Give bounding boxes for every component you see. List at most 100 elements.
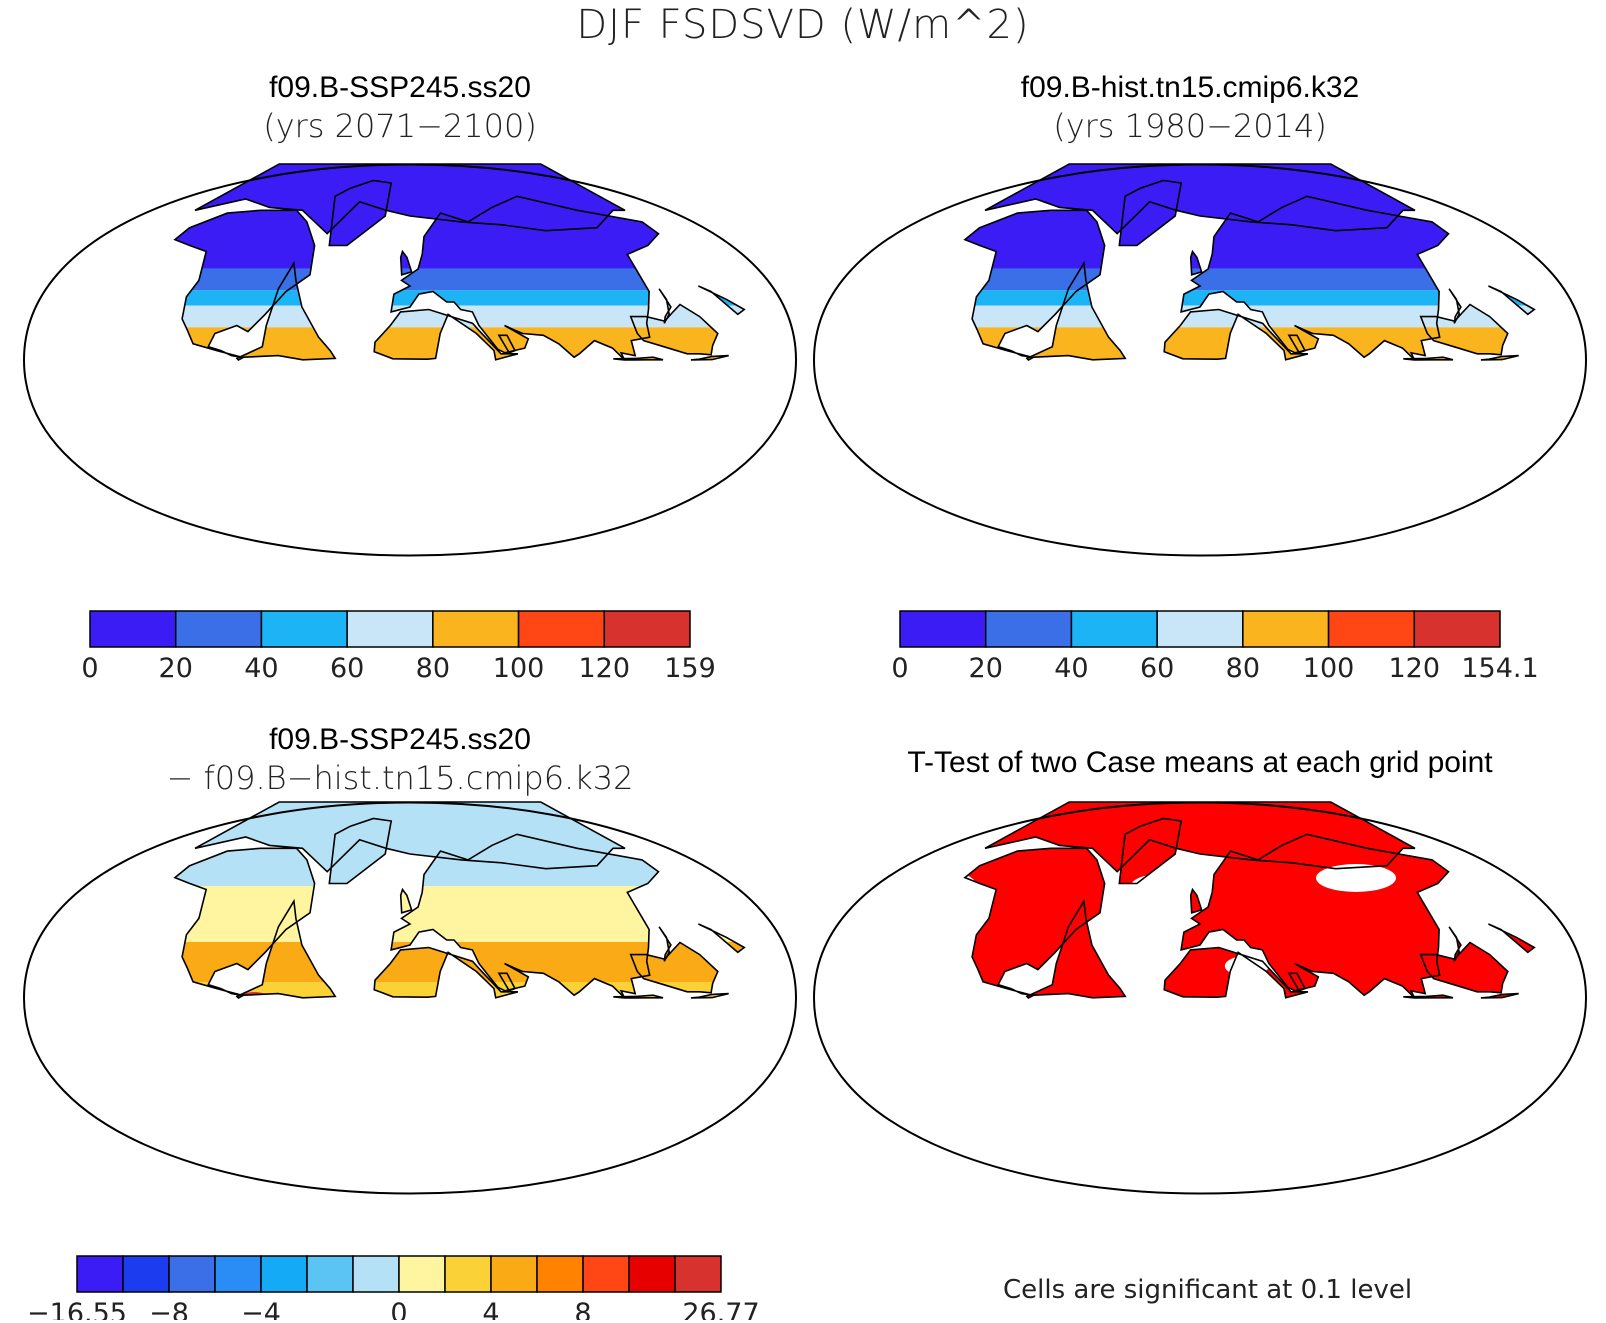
- coastline: [1118, 817, 1183, 885]
- coastline: [629, 303, 719, 356]
- coastline: [1189, 887, 1203, 914]
- colorbar-swatch: [122, 1255, 170, 1293]
- coastline: [399, 249, 413, 276]
- coastline: [984, 163, 1416, 235]
- colorbar-swatch: [174, 610, 263, 648]
- panel-3-colorbar: −16.55 −8 −4 0 4 8 26.77: [27, 1255, 760, 1320]
- colorbar-swatch: [517, 610, 606, 648]
- colorbar-swatch: [1070, 610, 1158, 648]
- coastline: [1419, 941, 1509, 994]
- colorbar-tick-label: 120: [579, 653, 631, 684]
- coastline: [658, 288, 672, 324]
- coastline: [1488, 285, 1536, 316]
- colorbar-tick-label: 80: [1226, 653, 1260, 684]
- map-frame: [812, 163, 1588, 557]
- map-frame: [812, 801, 1588, 1195]
- coastline: [497, 334, 517, 354]
- colorbar-tick-label: 20: [969, 653, 1003, 684]
- panel-1-years: (yrs 2071−2100): [263, 107, 537, 145]
- coastline: [1287, 972, 1307, 992]
- colorbar-tick-label: 26.77: [682, 1298, 759, 1320]
- colorbar-tick-label: 0: [891, 653, 908, 684]
- colorbar-swatch: [260, 610, 348, 648]
- coastline: [399, 887, 413, 914]
- panel-1-case-name: f09.B-SSP245.ss20: [269, 71, 531, 104]
- coastline: [1403, 994, 1454, 999]
- colorbar-swatch: [582, 1255, 630, 1293]
- coastline: [373, 308, 519, 361]
- coastline: [984, 801, 1416, 873]
- colorbar-tick-label: 40: [1054, 653, 1088, 684]
- coastline: [173, 209, 316, 358]
- coastline: [1189, 249, 1203, 276]
- colorbar-tick-label: 0: [81, 653, 98, 684]
- panel-2-title: f09.B-hist.tn15.cmip6.k32 (yrs 1980−2014…: [880, 70, 1500, 146]
- figure-title: DJF FSDSVD (W/m^2): [576, 2, 1030, 48]
- coastline: [235, 260, 337, 361]
- coastline: [698, 285, 746, 316]
- panel-2-map: [812, 163, 1588, 557]
- colorbar-swatch: [398, 1255, 446, 1293]
- colorbar-swatch: [260, 1255, 308, 1293]
- coastline: [1403, 356, 1454, 361]
- colorbar-swatch: [76, 1255, 124, 1293]
- coastline: [328, 179, 393, 247]
- map-frame: [22, 163, 798, 557]
- colorbar-tick-label: 80: [416, 653, 450, 684]
- panel-3-case-name: f09.B-SSP245.ss20: [269, 723, 531, 756]
- coastline: [194, 163, 626, 235]
- colorbar-tick-label: 40: [244, 653, 278, 684]
- colorbar-tick-label: 20: [159, 653, 193, 684]
- coastline: [963, 847, 1106, 996]
- colorbar-tick-label: 8: [574, 1298, 591, 1320]
- coastline: [1180, 833, 1450, 999]
- colorbar-tick-label: 0: [390, 1298, 407, 1320]
- panel-3-map: [22, 801, 798, 1195]
- panel-3-minus-case: − f09.B−hist.tn15.cmip6.k32: [166, 759, 634, 797]
- coastline: [1480, 354, 1519, 361]
- colorbar-swatch: [536, 1255, 584, 1293]
- colorbar-tick-label: 100: [1303, 653, 1355, 684]
- coastline: [1419, 303, 1509, 356]
- colorbar-swatch: [432, 610, 520, 648]
- coastline: [1287, 334, 1307, 354]
- coastline: [194, 801, 626, 873]
- panel-1-colorbar: 0 20 40 60 80 100 120 159: [81, 610, 716, 684]
- colorbar-swatch: [1327, 610, 1416, 648]
- coastline: [1118, 179, 1183, 247]
- coastline: [1480, 992, 1519, 999]
- coastline: [658, 926, 672, 962]
- coastline: [328, 817, 393, 885]
- colorbar-swatch: [352, 1255, 400, 1293]
- colorbar-tick-label: −4: [241, 1298, 281, 1320]
- panel-4-title: T-Test of two Case means at each grid po…: [820, 745, 1580, 781]
- colorbar-swatch: [214, 1255, 262, 1293]
- coastline: [1180, 195, 1450, 361]
- colorbar-swatch: [984, 610, 1073, 648]
- colorbar-tick-label: 60: [330, 653, 364, 684]
- colorbar-tick-label: 60: [1140, 653, 1174, 684]
- panel-4-footnote: Cells are significant at 0.1 level: [1003, 1275, 1413, 1305]
- panel-4-map: [812, 801, 1588, 1195]
- colorbar-tick-label: −16.55: [27, 1298, 127, 1320]
- panel-4-ttest-title: T-Test of two Case means at each grid po…: [907, 746, 1493, 779]
- colorbar-tick-label: 154.1: [1461, 653, 1538, 684]
- colorbar-tick-label: −8: [149, 1298, 189, 1320]
- coastline: [1163, 946, 1309, 999]
- coastline: [497, 972, 517, 992]
- colorbar-swatch: [899, 610, 987, 648]
- coastline: [629, 941, 719, 994]
- coastline: [1025, 260, 1127, 361]
- coastline: [1488, 923, 1536, 954]
- coastline: [613, 356, 664, 361]
- coastline: [690, 354, 729, 361]
- colorbar-swatch: [306, 1255, 354, 1293]
- colorbar-swatch: [346, 610, 434, 648]
- map-frame: [22, 801, 798, 1195]
- colorbar-tick-label: 120: [1389, 653, 1441, 684]
- panel-3-title: f09.B-SSP245.ss20 − f09.B−hist.tn15.cmip…: [80, 722, 720, 798]
- panel-2-years: (yrs 1980−2014): [1053, 107, 1327, 145]
- coastline: [698, 923, 746, 954]
- coastline: [1025, 898, 1127, 999]
- colorbar-tick-label: 4: [482, 1298, 499, 1320]
